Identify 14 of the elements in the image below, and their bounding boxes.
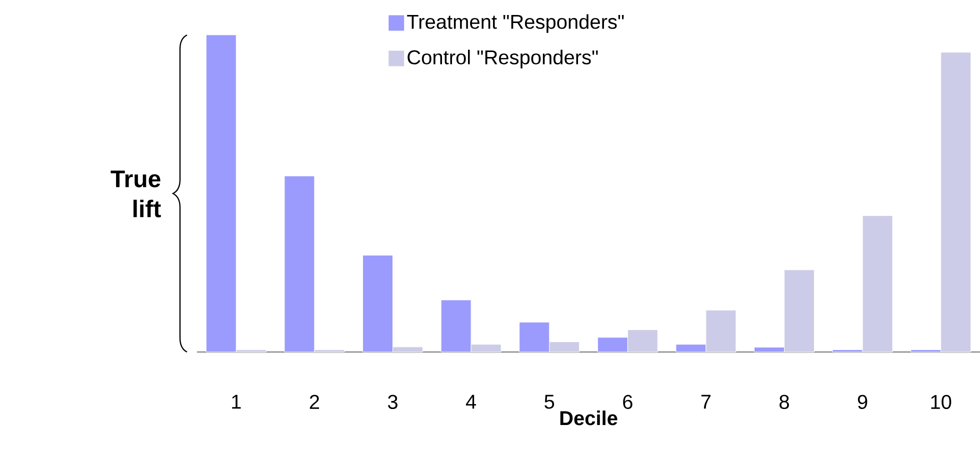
x-tick-label: 1 — [232, 394, 241, 409]
text: True lift — [110, 170, 161, 218]
x-tick-label: 5 — [544, 394, 554, 409]
legend-label: Treatment "Responders" — [407, 14, 624, 33]
x-tick-label: 3 — [388, 394, 398, 410]
x-axis-title: Decile — [560, 410, 618, 426]
x-tick-label: 9 — [858, 394, 868, 410]
x-tick-label: 6 — [623, 394, 632, 410]
x-tick-label: 10 — [931, 394, 952, 410]
legend-label: Control "Responders" — [408, 50, 598, 68]
x-tick-label: 4 — [466, 394, 476, 409]
x-tick-label: 7 — [701, 394, 711, 409]
x-tick-label: 2 — [310, 394, 320, 409]
x-tick-label: 8 — [780, 394, 789, 410]
